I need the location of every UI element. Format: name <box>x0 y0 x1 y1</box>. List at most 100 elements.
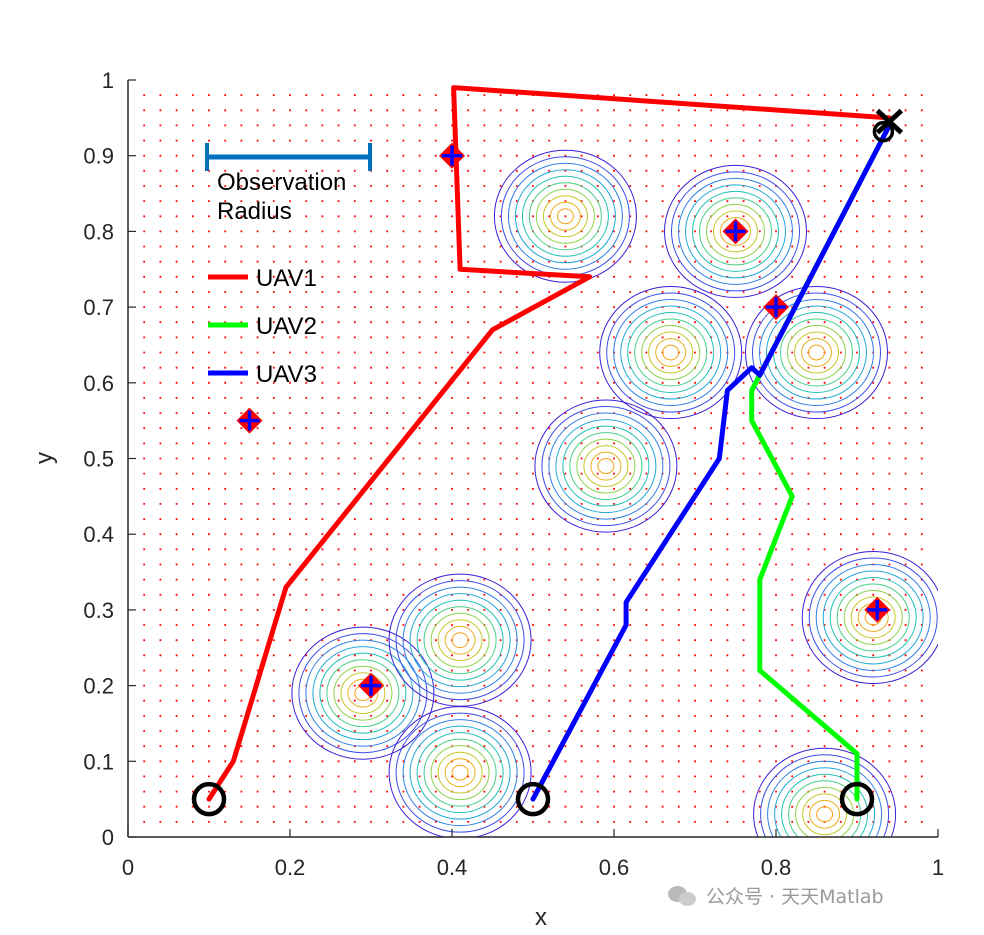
contour-line <box>759 299 874 407</box>
y-tick-label: 0.7 <box>83 295 114 320</box>
contour-line <box>829 576 917 658</box>
uav-paths <box>191 85 904 817</box>
contour-line <box>802 793 848 836</box>
target-cross <box>766 297 786 318</box>
contour-line <box>794 331 839 374</box>
contour-line <box>699 197 772 266</box>
contour-line <box>801 550 938 684</box>
target-cross <box>442 145 462 166</box>
contour-line <box>333 665 393 721</box>
uav3-path <box>530 122 892 802</box>
contour-line <box>787 325 846 380</box>
uav1-path <box>206 85 892 802</box>
y-tick-label: 0.5 <box>83 447 114 472</box>
grid-dot-field <box>143 94 923 823</box>
contour-line <box>655 338 687 367</box>
density-peak-5 <box>534 399 678 533</box>
target-cross <box>361 675 381 696</box>
target-cross <box>867 599 888 620</box>
observation-radius-label-line: Observation <box>217 169 346 196</box>
start-marker-2 <box>515 781 551 817</box>
contour-line <box>305 639 421 747</box>
x-tick-label: 1 <box>932 855 944 880</box>
contour-line <box>409 725 511 820</box>
observation-radius-label: Observation Radius <box>217 169 346 225</box>
contour-line <box>706 203 765 259</box>
contour-line <box>576 438 636 494</box>
goal-x-marker <box>875 108 904 135</box>
y-tick-label: 0.9 <box>83 144 114 169</box>
contour-line <box>409 593 511 688</box>
y-tick-label: 1 <box>102 68 114 93</box>
contour-line <box>416 599 504 681</box>
contour-line <box>583 445 629 488</box>
density-contours <box>291 149 938 837</box>
contour-line <box>326 659 400 728</box>
contour-line <box>720 216 751 246</box>
contour-line <box>850 596 896 639</box>
contour-line <box>312 646 414 741</box>
watermark: 公众号 · 天天Matlab <box>668 882 884 909</box>
contour-line <box>766 305 867 400</box>
contour-line <box>599 285 743 420</box>
contour-line <box>416 732 504 814</box>
contour-line <box>562 425 650 507</box>
density-peak-6 <box>801 550 938 684</box>
y-ticks: 0 0.1 0.2 0.3 0.4 0.5 0.6 0.7 0.8 0.9 1 <box>83 68 136 850</box>
contour-line <box>430 745 490 801</box>
contour-line <box>692 190 779 272</box>
contour-line <box>528 182 602 251</box>
observation-radius-label-line: Radius <box>217 198 292 225</box>
target-marker-4 <box>722 218 749 245</box>
contour-line <box>423 738 497 807</box>
contour-line <box>298 633 428 754</box>
x-tick-label: 0.4 <box>437 855 468 880</box>
x-tick-label: 0.6 <box>599 855 630 880</box>
y-tick-label: 0.2 <box>83 674 114 699</box>
density-peak-2 <box>664 164 807 298</box>
targets <box>236 142 891 699</box>
contour-line <box>685 184 786 279</box>
density-peak-9 <box>388 706 532 837</box>
start-marker-1 <box>191 781 227 817</box>
contour-line <box>671 171 800 292</box>
contour-line <box>437 751 483 794</box>
contour-line <box>437 619 483 662</box>
y-tick-label: 0.1 <box>83 749 114 774</box>
contour-line <box>816 806 834 823</box>
contour-line <box>507 162 623 270</box>
contour-line <box>822 570 924 665</box>
contour-line <box>444 625 476 655</box>
contour-line <box>753 747 897 837</box>
contour-line <box>347 678 379 708</box>
goal-circle-marker <box>872 120 895 143</box>
y-tick-label: 0.6 <box>83 371 114 396</box>
contour-line <box>493 149 637 283</box>
x-tick-label: 0 <box>122 855 134 880</box>
target-marker-2 <box>358 672 384 699</box>
contour-line <box>395 580 525 701</box>
contour-line <box>590 451 622 481</box>
contour-line <box>534 399 678 533</box>
x-axis-label: x <box>535 904 547 931</box>
legend-label-uav2: UAV2 <box>256 313 317 340</box>
contour-line <box>662 344 680 361</box>
contour-line <box>430 612 490 668</box>
x-ticks: 0 0.2 0.4 0.6 0.8 1 <box>122 829 944 880</box>
grid-dots <box>143 94 923 823</box>
contour-line <box>808 557 938 678</box>
y-tick-label: 0.4 <box>83 522 114 547</box>
contour-line <box>620 305 722 400</box>
y-axis-label: y <box>31 452 58 464</box>
contour-line <box>514 169 616 264</box>
contour-line <box>815 563 931 671</box>
contour-line <box>548 412 664 520</box>
contour-line <box>745 285 888 420</box>
y-tick-label: 0.3 <box>83 598 114 623</box>
target-marker-5 <box>763 294 789 321</box>
contour-line <box>774 767 876 837</box>
contour-line <box>767 760 883 837</box>
contour-line <box>795 786 855 837</box>
contour-line <box>556 208 574 225</box>
target-marker-3 <box>439 142 465 169</box>
